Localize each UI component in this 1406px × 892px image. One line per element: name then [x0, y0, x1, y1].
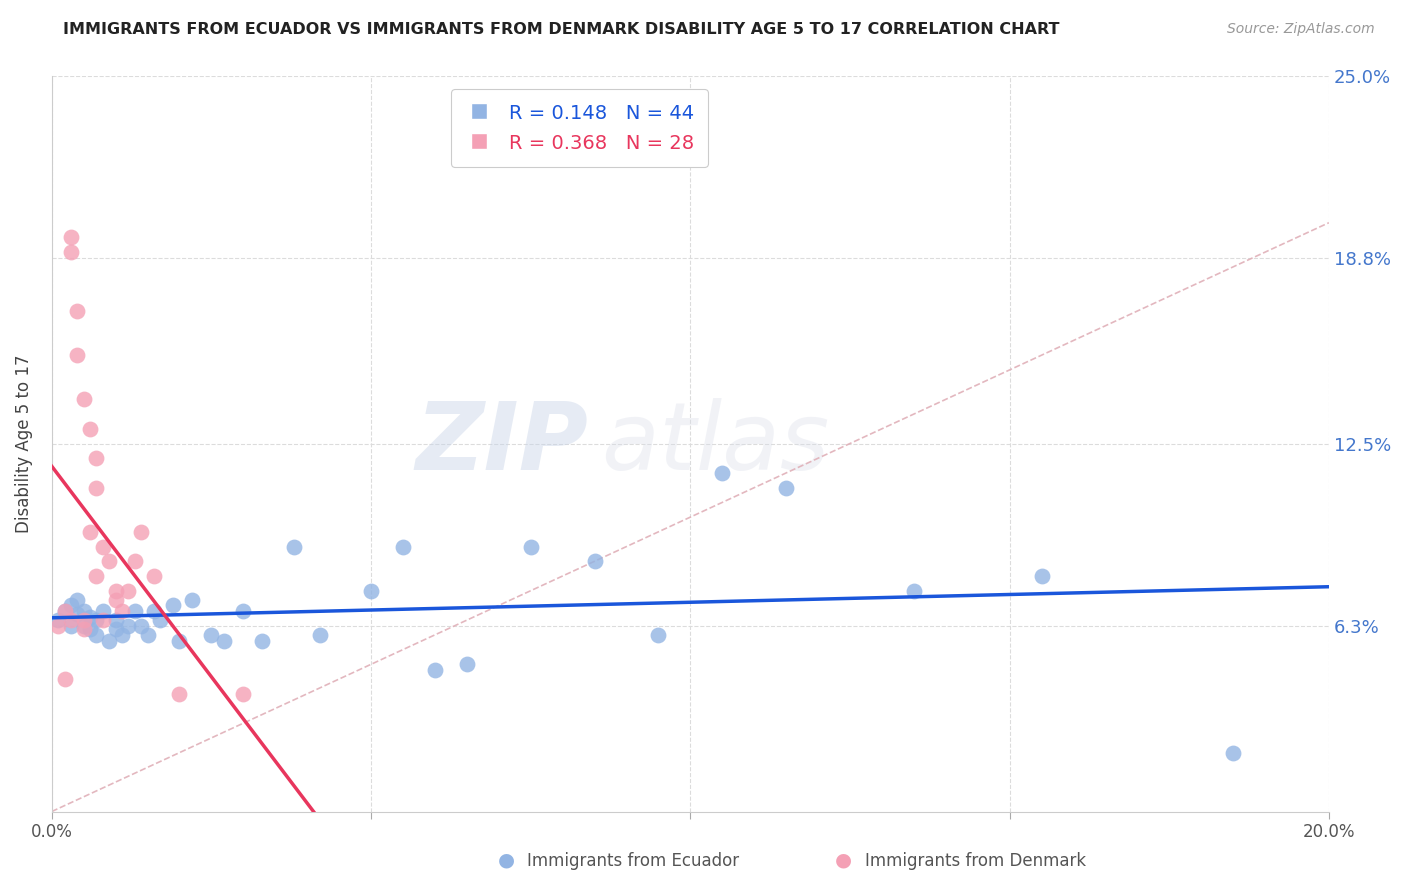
- Point: [232, 687, 254, 701]
- Point: [86, 613, 108, 627]
- Point: [79, 622, 101, 636]
- Point: [142, 569, 165, 583]
- Point: [73, 622, 96, 636]
- Point: [169, 687, 191, 701]
- Text: Immigrants from Ecuador: Immigrants from Ecuador: [527, 852, 740, 870]
- Point: [73, 604, 96, 618]
- Point: [583, 554, 606, 568]
- Point: [232, 604, 254, 618]
- Point: [149, 613, 172, 627]
- Point: [142, 604, 165, 618]
- Point: [124, 554, 146, 568]
- Point: [200, 628, 222, 642]
- Point: [79, 524, 101, 539]
- Point: [66, 348, 89, 362]
- Point: [53, 672, 76, 686]
- Point: [181, 592, 204, 607]
- Point: [360, 583, 382, 598]
- Point: [59, 230, 82, 244]
- Point: [46, 619, 69, 633]
- Point: [392, 540, 415, 554]
- Point: [91, 540, 114, 554]
- Point: [117, 583, 139, 598]
- Point: [98, 633, 121, 648]
- Point: [309, 628, 332, 642]
- Point: [104, 592, 127, 607]
- Point: [711, 466, 734, 480]
- Point: [73, 613, 96, 627]
- Point: [124, 604, 146, 618]
- Point: [129, 619, 152, 633]
- Text: Immigrants from Denmark: Immigrants from Denmark: [865, 852, 1085, 870]
- Point: [73, 619, 96, 633]
- Text: Source: ZipAtlas.com: Source: ZipAtlas.com: [1227, 22, 1375, 37]
- Point: [111, 604, 134, 618]
- Point: [91, 604, 114, 618]
- Point: [1222, 746, 1244, 760]
- Point: [86, 628, 108, 642]
- Point: [111, 628, 134, 642]
- Point: [104, 622, 127, 636]
- Text: ●: ●: [835, 851, 852, 870]
- Point: [79, 610, 101, 624]
- Point: [66, 607, 89, 622]
- Point: [903, 583, 925, 598]
- Point: [136, 628, 159, 642]
- Point: [66, 304, 89, 318]
- Point: [104, 613, 127, 627]
- Point: [169, 633, 191, 648]
- Point: [86, 481, 108, 495]
- Point: [775, 481, 797, 495]
- Point: [1031, 569, 1053, 583]
- Point: [91, 613, 114, 627]
- Point: [46, 613, 69, 627]
- Point: [104, 583, 127, 598]
- Point: [117, 619, 139, 633]
- Point: [59, 613, 82, 627]
- Point: [98, 554, 121, 568]
- Point: [162, 599, 184, 613]
- Point: [59, 619, 82, 633]
- Point: [519, 540, 541, 554]
- Point: [59, 245, 82, 260]
- Point: [66, 592, 89, 607]
- Point: [59, 599, 82, 613]
- Text: ●: ●: [498, 851, 515, 870]
- Point: [86, 451, 108, 466]
- Point: [212, 633, 235, 648]
- Point: [456, 657, 478, 672]
- Text: ZIP: ZIP: [415, 398, 588, 490]
- Point: [79, 422, 101, 436]
- Text: atlas: atlas: [600, 398, 830, 489]
- Point: [647, 628, 669, 642]
- Point: [53, 604, 76, 618]
- Text: IMMIGRANTS FROM ECUADOR VS IMMIGRANTS FROM DENMARK DISABILITY AGE 5 TO 17 CORREL: IMMIGRANTS FROM ECUADOR VS IMMIGRANTS FR…: [63, 22, 1060, 37]
- Legend: R = 0.148   N = 44, R = 0.368   N = 28: R = 0.148 N = 44, R = 0.368 N = 28: [451, 89, 709, 167]
- Point: [423, 663, 446, 677]
- Point: [252, 633, 274, 648]
- Y-axis label: Disability Age 5 to 17: Disability Age 5 to 17: [15, 354, 32, 533]
- Point: [53, 604, 76, 618]
- Point: [86, 569, 108, 583]
- Point: [129, 524, 152, 539]
- Point: [283, 540, 305, 554]
- Point: [73, 392, 96, 407]
